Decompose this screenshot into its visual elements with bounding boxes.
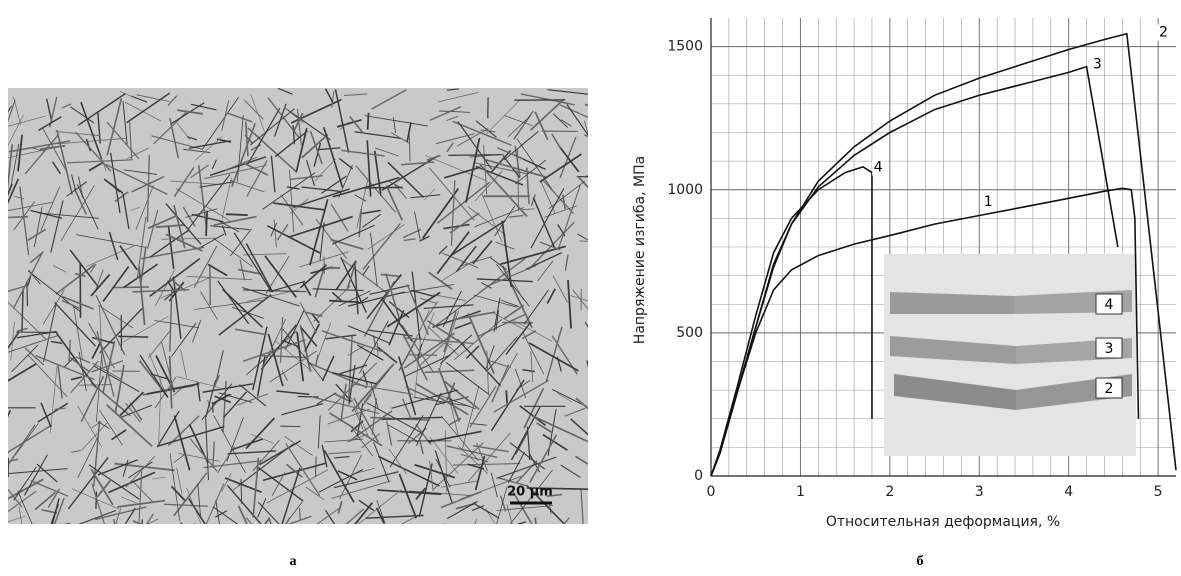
needle — [114, 519, 123, 564]
line-series — [711, 167, 872, 476]
y-tick-label: 1000 — [667, 182, 703, 198]
series-label: 4 — [874, 160, 883, 176]
scale-bar-label: 20 µm — [507, 485, 553, 500]
needle — [461, 519, 476, 562]
series-label: 2 — [1159, 25, 1168, 41]
x-tick-label: 1 — [796, 484, 805, 500]
needle — [586, 176, 624, 189]
needle — [448, 155, 501, 156]
y-tick-label: 1500 — [667, 39, 703, 55]
needle — [226, 214, 248, 215]
needle — [579, 241, 637, 244]
needle — [585, 104, 612, 113]
needle — [298, 396, 319, 397]
needle — [27, 282, 28, 306]
needle — [180, 522, 215, 551]
needle — [577, 176, 600, 177]
y-tick-label: 500 — [676, 325, 703, 341]
needle — [140, 519, 142, 555]
needle — [462, 522, 526, 541]
needle — [584, 135, 629, 158]
needle — [179, 523, 195, 548]
needle — [206, 211, 207, 236]
needle — [297, 523, 323, 545]
inset-label: 2 — [1105, 381, 1114, 397]
needle — [506, 390, 507, 403]
needle — [586, 324, 622, 339]
needle — [363, 187, 402, 188]
needle — [258, 517, 291, 571]
needle — [535, 518, 542, 572]
x-tick-label: 3 — [975, 484, 984, 500]
x-tick-label: 0 — [707, 484, 716, 500]
inset-photo: 4 3 2 — [884, 254, 1136, 456]
needle — [409, 135, 410, 161]
x-tick-label: 5 — [1154, 484, 1163, 500]
series-label: 3 — [1093, 57, 1102, 73]
needle — [118, 336, 148, 337]
series-label: 1 — [984, 194, 993, 210]
inset-label: 3 — [1105, 341, 1114, 357]
panel-label: а — [290, 554, 297, 569]
y-tick-label: 0 — [694, 468, 703, 484]
needle — [0, 452, 9, 457]
inset-label: 4 — [1105, 297, 1114, 313]
needle — [439, 524, 445, 572]
needle — [368, 113, 369, 130]
needle — [114, 287, 149, 288]
x-tick-label: 2 — [885, 484, 894, 500]
panel-label: б — [917, 554, 924, 569]
y-axis-label: Напряжение изгиба, МПа — [632, 156, 648, 344]
x-tick-label: 4 — [1064, 484, 1073, 500]
x-axis-label: Относительная деформация, % — [826, 514, 1060, 530]
needle — [14, 523, 71, 534]
